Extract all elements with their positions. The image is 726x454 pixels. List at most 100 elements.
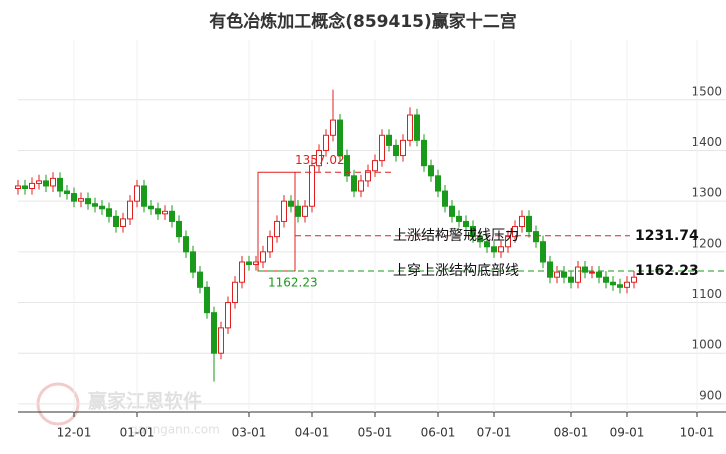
- candle-body: [78, 198, 84, 202]
- candle-body: [617, 284, 623, 288]
- candle-body: [155, 208, 161, 215]
- candle-body: [120, 218, 126, 228]
- candle-body: [260, 251, 266, 263]
- candle-body: [190, 251, 196, 273]
- y-tick-label: 900: [699, 388, 722, 402]
- y-tick-label: 1000: [691, 338, 722, 352]
- candle-body: [596, 271, 602, 278]
- box-low-label: 1162.23: [268, 275, 318, 289]
- x-tick-label: 08-01: [554, 426, 589, 440]
- candle-body: [106, 208, 112, 217]
- candle-body: [421, 139, 427, 167]
- candle-body: [568, 276, 574, 283]
- candle-body: [484, 241, 490, 248]
- candle-body: [603, 276, 609, 283]
- candle-body: [351, 175, 357, 192]
- candle-body: [176, 220, 182, 238]
- structure-box: [257, 171, 296, 272]
- candle-body: [337, 119, 343, 157]
- y-tick-label: 1500: [691, 84, 722, 98]
- x-tick-label: 04-01: [295, 426, 330, 440]
- candle-body: [92, 203, 98, 207]
- candle-body: [309, 165, 315, 207]
- candle-body: [407, 114, 413, 141]
- candle-body: [470, 226, 476, 238]
- pressure-value: 1231.74: [635, 228, 699, 244]
- candle-body: [344, 155, 350, 177]
- candle-body: [197, 271, 203, 288]
- candle-body: [50, 177, 56, 187]
- candle-body: [274, 220, 280, 238]
- candle-body: [624, 281, 630, 288]
- candle-body: [393, 144, 399, 157]
- candle-body: [631, 276, 637, 283]
- x-tick-label: 03-01: [232, 426, 267, 440]
- candle-body: [463, 220, 469, 228]
- candle-body: [477, 236, 483, 243]
- candle-body: [141, 185, 147, 207]
- candle-body: [379, 134, 385, 162]
- candle-body: [113, 215, 119, 228]
- candle-body: [22, 185, 28, 189]
- candle-body: [169, 210, 175, 222]
- x-tick-label: 09-01: [610, 426, 645, 440]
- candle-body: [526, 215, 532, 233]
- support-label: 上穿上涨结构底部线: [393, 263, 519, 279]
- candle-body: [400, 139, 406, 157]
- candle-body: [246, 261, 252, 266]
- candle-body: [218, 327, 224, 354]
- pressure-label: 上涨结构警戒线压力: [393, 228, 519, 244]
- candle-body: [498, 246, 504, 253]
- candle-body: [435, 175, 441, 192]
- candle-body: [288, 200, 294, 207]
- candle-body: [449, 205, 455, 217]
- candle-body: [183, 236, 189, 253]
- candle-body: [43, 180, 49, 187]
- candle-body: [519, 215, 525, 228]
- candle-body: [85, 198, 91, 205]
- candle-body: [148, 205, 154, 210]
- candle-body: [547, 261, 553, 278]
- x-tick-label: 06-01: [421, 426, 456, 440]
- candle-body: [533, 231, 539, 243]
- candle-body: [456, 215, 462, 222]
- candle-body: [386, 134, 392, 146]
- candle-body: [561, 271, 567, 278]
- x-tick-label: 05-01: [358, 426, 393, 440]
- candle-body: [589, 271, 595, 274]
- candle-body: [211, 312, 217, 354]
- support-value: 1162.23: [635, 263, 699, 279]
- y-tick-label: 1400: [691, 135, 722, 149]
- candle-body: [127, 200, 133, 220]
- candle-body: [57, 177, 63, 192]
- candle-body: [15, 185, 21, 189]
- x-tick-label: 12-01: [57, 426, 92, 440]
- candle-body: [323, 134, 329, 151]
- candle-body: [204, 286, 210, 314]
- chart-title: 有色冶炼加工概念(859415)赢家十二宫: [209, 11, 517, 32]
- candle-body: [512, 226, 518, 238]
- box-high-label: 1357.02: [295, 153, 345, 167]
- candle-body: [540, 241, 546, 263]
- candle-body: [365, 170, 371, 182]
- candle-body: [36, 180, 42, 184]
- candle-body: [575, 266, 581, 283]
- candle-body: [302, 205, 308, 217]
- candle-body: [491, 246, 497, 253]
- candle-body: [554, 271, 560, 278]
- candle-body: [239, 261, 245, 283]
- candle-body: [428, 165, 434, 177]
- candle-body: [358, 180, 364, 192]
- candle-body: [267, 236, 273, 253]
- candle-body: [29, 182, 35, 189]
- candle-body: [162, 210, 168, 215]
- candle-body: [71, 193, 77, 202]
- x-tick-label: 01-01: [120, 426, 155, 440]
- watermark-group: 赢家江恩软件 ganngann.com: [36, 382, 220, 437]
- candle-body: [316, 149, 322, 167]
- candle-body: [295, 205, 301, 217]
- watermark: 赢家江恩软件: [88, 390, 202, 413]
- candle-body: [281, 200, 287, 222]
